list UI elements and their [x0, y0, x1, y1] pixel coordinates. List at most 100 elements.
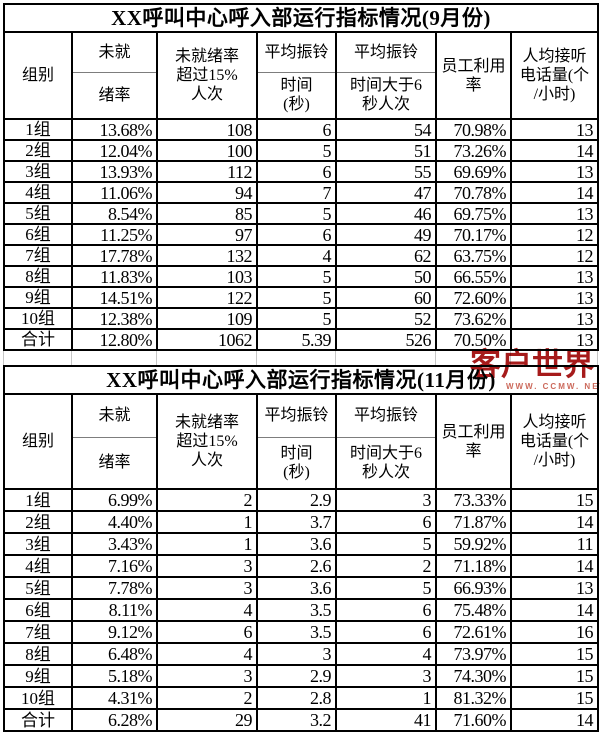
- spacer-cell: [435, 351, 511, 365]
- col-header-not-ready-rate-bottom: 绪率: [71, 71, 158, 120]
- table-row: 6组 11.25% 97 6 49 70.17% 12: [3, 223, 599, 246]
- value-cell: 6.99%: [71, 488, 158, 512]
- spacer-cell: [156, 351, 257, 365]
- value-cell: 85: [156, 202, 258, 225]
- spacer-cell: [71, 351, 157, 365]
- col-header-ring-gt6-top: 平均振铃: [335, 31, 437, 73]
- value-cell: 1: [156, 510, 258, 534]
- header-row-bottom: 绪率 时间 (秒) 时间大于6 秒人次: [4, 71, 598, 120]
- value-cell: 3: [156, 554, 258, 578]
- value-cell: 75.48%: [435, 598, 512, 622]
- value-cell: 73.26%: [435, 139, 512, 162]
- spacer-cell: [256, 351, 336, 365]
- value-cell: 14: [510, 708, 599, 732]
- value-cell: 14: [510, 510, 599, 534]
- november-table-body: 1组 6.99% 2 2.9 3 73.33% 15 2组 4.40% 1 3.7 6 71.87% 14…: [3, 488, 599, 732]
- value-cell: 69.75%: [435, 202, 512, 225]
- value-cell: 54: [335, 118, 437, 141]
- value-cell: 13: [510, 202, 599, 225]
- col-header-not-ready-rate-top: 未就: [71, 31, 158, 73]
- value-cell: 8.54%: [71, 202, 158, 225]
- col-header-calls-per-hour: 人均接听 电话量(个 /小时): [510, 31, 599, 120]
- group-cell: 1组: [3, 118, 73, 141]
- table-row: 合计 6.28% 29 3.2 41 71.60% 14: [3, 708, 599, 732]
- table-title: XX呼叫中心呼入部运行指标情况(11月份): [3, 365, 599, 395]
- spacer-row: [3, 351, 598, 365]
- table-row: 2组 12.04% 100 5 51 73.26% 14: [3, 139, 599, 162]
- value-cell: 71.18%: [435, 554, 512, 578]
- header-row-top: 组别 未就 未就绪率 超过15% 人次 平均振铃 平均振铃 员工利用 率 人均接…: [3, 31, 599, 120]
- col-header-ring-gt6-bottom: 时间大于6 秒人次: [335, 71, 437, 120]
- table-row: 10组 4.31% 2 2.8 1 81.32% 15: [3, 686, 599, 710]
- table-row: 7组 17.78% 132 4 62 63.75% 12: [3, 244, 599, 267]
- value-cell: 74.30%: [435, 664, 512, 688]
- value-cell: 5: [335, 576, 437, 600]
- col-header-ring-gt6-bottom: 时间大于6 秒人次: [335, 436, 437, 490]
- table-title: XX呼叫中心呼入部运行指标情况(9月份): [3, 3, 599, 33]
- value-cell: 4.40%: [71, 510, 158, 534]
- value-cell: 7.78%: [71, 576, 158, 600]
- group-cell: 6组: [3, 223, 73, 246]
- group-cell: 合计: [3, 328, 73, 351]
- value-cell: 71.60%: [435, 708, 512, 732]
- value-cell: 4: [335, 642, 437, 666]
- value-cell: 6: [335, 510, 437, 534]
- table-row: 合计 12.80% 1062 5.39 526 70.50% 13: [3, 328, 599, 351]
- value-cell: 3.5: [256, 620, 337, 644]
- spacer-cell: [335, 351, 436, 365]
- table-row: 9组 5.18% 3 2.9 3 74.30% 15: [3, 664, 599, 688]
- table-row: 5组 7.78% 3 3.6 5 66.93% 13: [3, 576, 599, 600]
- value-cell: 7: [256, 181, 337, 204]
- table-row: 1组 6.99% 2 2.9 3 73.33% 15: [3, 488, 599, 512]
- value-cell: 6: [256, 118, 337, 141]
- value-cell: 103: [156, 265, 258, 288]
- value-cell: 70.50%: [435, 328, 512, 351]
- value-cell: 12: [510, 244, 599, 267]
- value-cell: 2.9: [256, 488, 337, 512]
- value-cell: 6: [156, 620, 258, 644]
- group-cell: 9组: [3, 286, 73, 309]
- value-cell: 13: [510, 160, 599, 183]
- value-cell: 3.6: [256, 532, 337, 556]
- col-header-not-ready-rate-bottom: 绪率: [71, 436, 158, 490]
- value-cell: 15: [510, 664, 599, 688]
- september-table-body: 1组 13.68% 108 6 54 70.98% 13 2组 12.04% 100 5 51 73.2…: [3, 118, 599, 351]
- col-header-avg-ring-top: 平均振铃: [256, 31, 337, 73]
- value-cell: 6: [256, 160, 337, 183]
- value-cell: 60: [335, 286, 437, 309]
- value-cell: 132: [156, 244, 258, 267]
- value-cell: 112: [156, 160, 258, 183]
- value-cell: 12.04%: [71, 139, 158, 162]
- col-header-group: 组别: [3, 393, 73, 490]
- table-title-row: XX呼叫中心呼入部运行指标情况(9月份): [3, 3, 599, 33]
- value-cell: 3: [335, 488, 437, 512]
- value-cell: 41: [335, 708, 437, 732]
- value-cell: 5: [256, 202, 337, 225]
- value-cell: 9.12%: [71, 620, 158, 644]
- value-cell: 70.78%: [435, 181, 512, 204]
- value-cell: 1: [335, 686, 437, 710]
- value-cell: 51: [335, 139, 437, 162]
- group-cell: 1组: [3, 488, 73, 512]
- value-cell: 3: [156, 664, 258, 688]
- col-header-calls-per-hour: 人均接听 电话量(个 /小时): [510, 393, 599, 490]
- value-cell: 14.51%: [71, 286, 158, 309]
- value-cell: 109: [156, 307, 258, 330]
- value-cell: 63.75%: [435, 244, 512, 267]
- col-header-over-15pct: 未就绪率 超过15% 人次: [156, 393, 258, 490]
- table-row: 3组 13.93% 112 6 55 69.69% 13: [3, 160, 599, 183]
- table-row: 1组 13.68% 108 6 54 70.98% 13: [3, 118, 599, 141]
- group-cell: 5组: [3, 202, 73, 225]
- group-cell: 10组: [3, 686, 73, 710]
- value-cell: 2.6: [256, 554, 337, 578]
- group-cell: 8组: [3, 642, 73, 666]
- col-header-group: 组别: [3, 31, 73, 120]
- value-cell: 2.9: [256, 664, 337, 688]
- group-cell: 3组: [3, 532, 73, 556]
- group-cell: 10组: [3, 307, 73, 330]
- value-cell: 59.92%: [435, 532, 512, 556]
- group-cell: 6组: [3, 598, 73, 622]
- table-row: 3组 3.43% 1 3.6 5 59.92% 11: [3, 532, 599, 556]
- value-cell: 13.68%: [71, 118, 158, 141]
- value-cell: 52: [335, 307, 437, 330]
